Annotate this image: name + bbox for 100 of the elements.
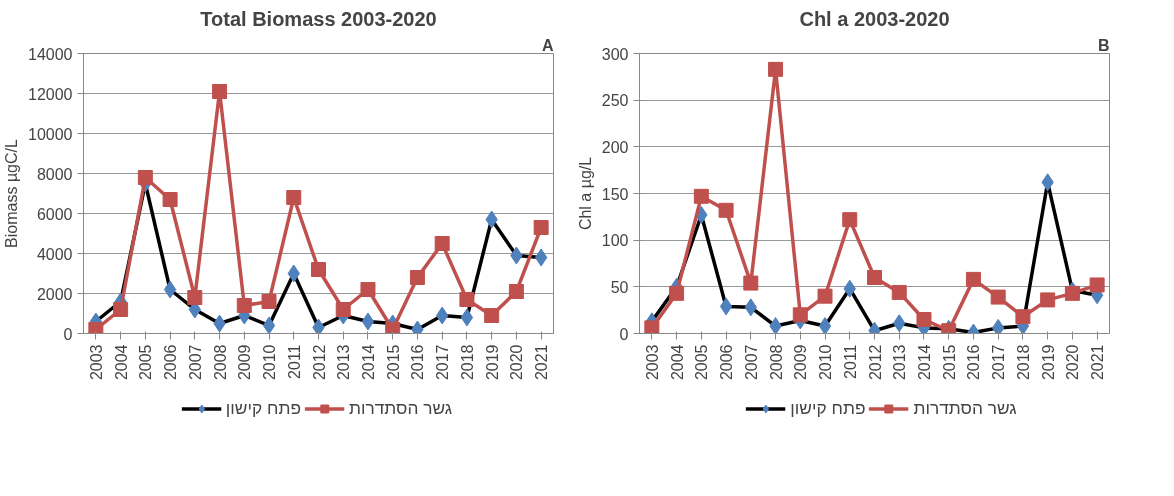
x-tick-label: 2010 (261, 344, 279, 381)
point (719, 297, 733, 316)
point (460, 308, 474, 327)
x-tick-label: 2019 (483, 344, 501, 381)
x-tick-label: 2011 (285, 344, 303, 379)
point (312, 318, 325, 334)
point (163, 280, 177, 299)
y-tick-label: 2000 (36, 285, 73, 303)
y-tick-label: 50 (610, 278, 629, 296)
point (508, 284, 524, 299)
point (385, 322, 401, 334)
point (236, 298, 252, 313)
point (891, 284, 907, 300)
point (916, 312, 932, 327)
y-tick-label: 10000 (28, 125, 73, 143)
point (1089, 277, 1105, 293)
point (533, 220, 549, 235)
point (137, 170, 153, 185)
chart-title: Total Biomass 2003-2020 (200, 7, 437, 30)
point (113, 302, 129, 317)
point (261, 294, 277, 309)
legend-label: גשר הסתדרות (348, 397, 453, 419)
point (162, 192, 178, 207)
x-tick-label: 2016 (965, 344, 983, 381)
point (792, 307, 808, 323)
point (361, 312, 375, 331)
point (817, 288, 833, 304)
point (1015, 309, 1031, 325)
x-tick-label: 2017 (990, 344, 1008, 381)
y-tick-label: 12000 (28, 85, 73, 103)
point (990, 289, 1006, 305)
x-tick-label: 2019 (1039, 344, 1057, 381)
x-tick-label: 2007 (742, 344, 760, 381)
x-tick-label: 2018 (458, 344, 476, 381)
x-tick-label: 2021 (533, 344, 551, 381)
point (693, 188, 709, 204)
point (187, 290, 203, 305)
x-tick-label: 2005 (693, 344, 711, 381)
x-tick-label: 2008 (767, 344, 785, 381)
y-tick-label: 0 (63, 325, 73, 343)
x-tick-label: 2020 (1064, 344, 1082, 381)
chart-title: Chl a 2003-2020 (799, 7, 950, 30)
legend-label: גשר הסתדרות (913, 397, 1017, 419)
x-tick-label: 2017 (434, 344, 452, 381)
point (1040, 292, 1056, 308)
x-tick-label: 2015 (384, 344, 402, 381)
y-tick-label: 4000 (36, 245, 73, 263)
point (965, 271, 981, 287)
x-tick-label: 2003 (87, 344, 105, 381)
point (769, 317, 782, 334)
point (212, 84, 228, 99)
x-tick-label: 2012 (310, 344, 328, 381)
point (1064, 285, 1080, 301)
point (818, 317, 832, 334)
x-tick-label: 2021 (1089, 344, 1107, 381)
x-tick-label: 2004 (112, 344, 130, 381)
x-tick-label: 2018 (1014, 344, 1032, 381)
x-tick-label: 2005 (137, 344, 155, 381)
annotation: A (541, 36, 554, 54)
y-axis-title: Chl a µg/L (576, 156, 594, 231)
point (360, 282, 376, 297)
x-tick-label: 2013 (335, 344, 353, 381)
x-tick-label: 2015 (940, 344, 958, 381)
point (644, 320, 660, 334)
point (335, 302, 351, 317)
y-tick-label: 300 (601, 45, 629, 63)
x-tick-label: 2016 (409, 344, 427, 381)
y-tick-label: 150 (601, 185, 629, 203)
text: B (1097, 36, 1110, 54)
point (743, 275, 759, 291)
point (459, 292, 475, 307)
x-tick-label: 2013 (891, 344, 909, 381)
point (311, 262, 326, 277)
point (867, 270, 882, 285)
x-tick-label: 2009 (236, 344, 254, 381)
point (434, 236, 450, 251)
y-tick-label: 14000 (28, 45, 73, 63)
x-tick-label: 2020 (508, 344, 526, 381)
point (262, 316, 276, 334)
y-tick-label: 6000 (36, 205, 73, 223)
y-tick-label: 0 (619, 325, 629, 343)
x-tick-label: 2014 (915, 344, 933, 381)
point (768, 61, 784, 77)
x-tick-label: 2006 (718, 344, 736, 381)
point (534, 248, 548, 267)
y-axis-title: Biomass µgC/L (3, 138, 21, 248)
point (718, 202, 734, 218)
point (88, 322, 104, 334)
point (842, 212, 858, 228)
y-tick-label: 100 (601, 232, 629, 250)
x-tick-label: 2010 (817, 344, 835, 381)
x-tick-label: 2011 (841, 344, 859, 379)
x-tick-label: 2004 (668, 344, 686, 381)
point (669, 285, 685, 301)
x-tick-label: 2003 (643, 344, 661, 381)
x-tick-label: 2007 (186, 344, 204, 381)
x-tick-label: 2009 (792, 344, 810, 381)
x-tick-label: 2012 (866, 344, 884, 381)
y-tick-label: 8000 (36, 165, 73, 183)
x-tick-label: 2014 (359, 344, 377, 381)
